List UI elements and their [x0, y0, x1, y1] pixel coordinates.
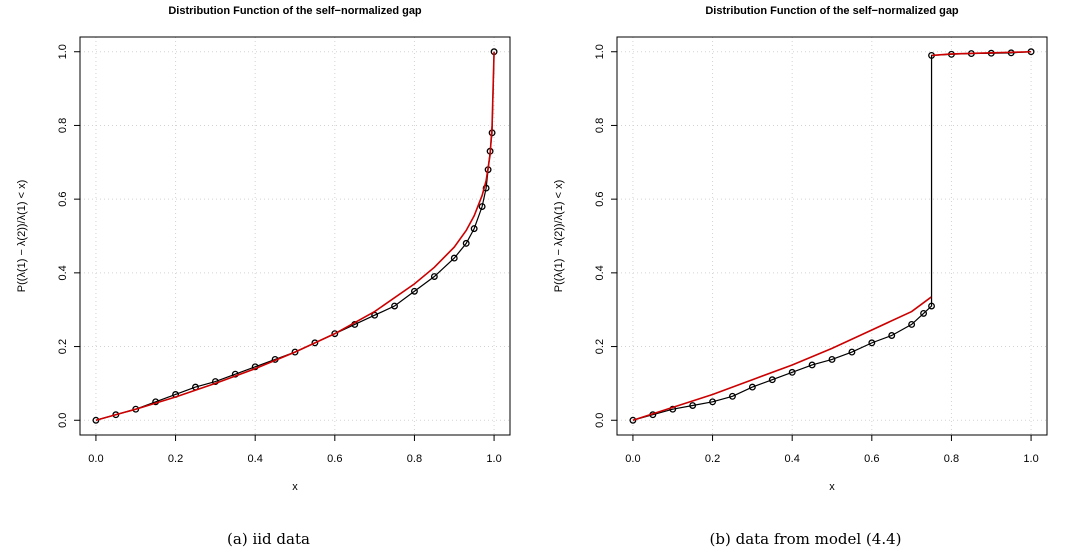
y-tick-label: 1.0 — [57, 44, 69, 59]
data-point — [391, 302, 398, 310]
data-point — [462, 239, 470, 247]
data-point — [410, 287, 418, 295]
data-point — [331, 330, 339, 338]
data-point — [291, 348, 299, 356]
data-point — [888, 332, 896, 339]
caption-b: (b) data from model (4.4) — [709, 530, 902, 548]
x-tick-label: 0.8 — [407, 453, 422, 465]
y-tick-label: 0.4 — [57, 265, 69, 280]
x-tick-label: 1.0 — [1023, 453, 1038, 465]
y-tick-label: 0.8 — [57, 118, 69, 133]
data-point — [669, 405, 677, 413]
y-tick-label: 0.4 — [594, 265, 606, 280]
empirical-line — [95, 51, 495, 421]
x-tick-label: 0.6 — [864, 453, 879, 465]
x-tick-label: 0.0 — [625, 453, 640, 465]
y-tick-label: 0.6 — [57, 191, 69, 206]
data-point — [629, 416, 637, 424]
chart-b: Distribution Function of the self−normal… — [553, 5, 1048, 493]
chart-panel-b: Distribution Function of the self−normal… — [537, 0, 1074, 560]
chart-title: Distribution Function of the self−normal… — [705, 5, 959, 17]
x-tick-label: 0.2 — [168, 453, 183, 465]
y-tick-label: 0.0 — [594, 413, 606, 428]
data-point — [788, 368, 796, 376]
data-point — [709, 398, 717, 406]
chart-a: Distribution Function of the self−normal… — [16, 5, 511, 493]
theoretical-curve — [632, 296, 933, 422]
data-point — [689, 402, 697, 409]
empirical-line — [632, 51, 1032, 421]
data-point — [478, 203, 486, 210]
theoretical-curve — [931, 50, 1032, 57]
data-point — [729, 392, 736, 400]
chart-title: Distribution Function of the self−normal… — [168, 5, 422, 17]
x-tick-label: 0.8 — [944, 453, 959, 465]
data-point — [868, 339, 876, 347]
y-axis-label: P((λ(1) − λ(2))/λ(1) < x) — [553, 180, 565, 292]
x-tick-label: 0.6 — [327, 453, 342, 465]
data-point — [311, 339, 319, 347]
theoretical-curve — [95, 51, 495, 422]
data-point — [450, 254, 458, 262]
y-tick-label: 0.2 — [57, 339, 69, 354]
x-tick-label: 0.4 — [248, 453, 263, 465]
data-point — [430, 273, 438, 280]
x-tick-label: 0.0 — [88, 453, 103, 465]
chart-panel-a: Distribution Function of the self−normal… — [16, 5, 511, 548]
y-tick-label: 0.6 — [594, 191, 606, 206]
data-point — [848, 348, 856, 356]
x-tick-label: 0.2 — [705, 453, 720, 465]
data-point — [748, 383, 756, 391]
data-point — [920, 309, 928, 317]
y-tick-label: 0.0 — [57, 413, 69, 428]
data-point — [908, 320, 916, 328]
y-tick-label: 0.2 — [594, 339, 606, 354]
y-tick-label: 1.0 — [594, 44, 606, 59]
x-tick-label: 1.0 — [486, 453, 501, 465]
y-axis-label: P((λ(1) − λ(2))/λ(1) < x) — [16, 180, 28, 292]
data-point — [768, 376, 776, 384]
data-point — [470, 225, 478, 233]
y-tick-label: 0.8 — [594, 118, 606, 133]
plot-frame — [616, 36, 1048, 436]
x-tick-label: 0.4 — [785, 453, 800, 465]
x-axis-label: x — [829, 481, 835, 493]
data-point — [828, 356, 836, 363]
data-point — [808, 361, 816, 369]
caption-a: (a) iid data — [227, 530, 310, 548]
plot-frame — [79, 36, 511, 436]
x-axis-label: x — [292, 481, 298, 493]
